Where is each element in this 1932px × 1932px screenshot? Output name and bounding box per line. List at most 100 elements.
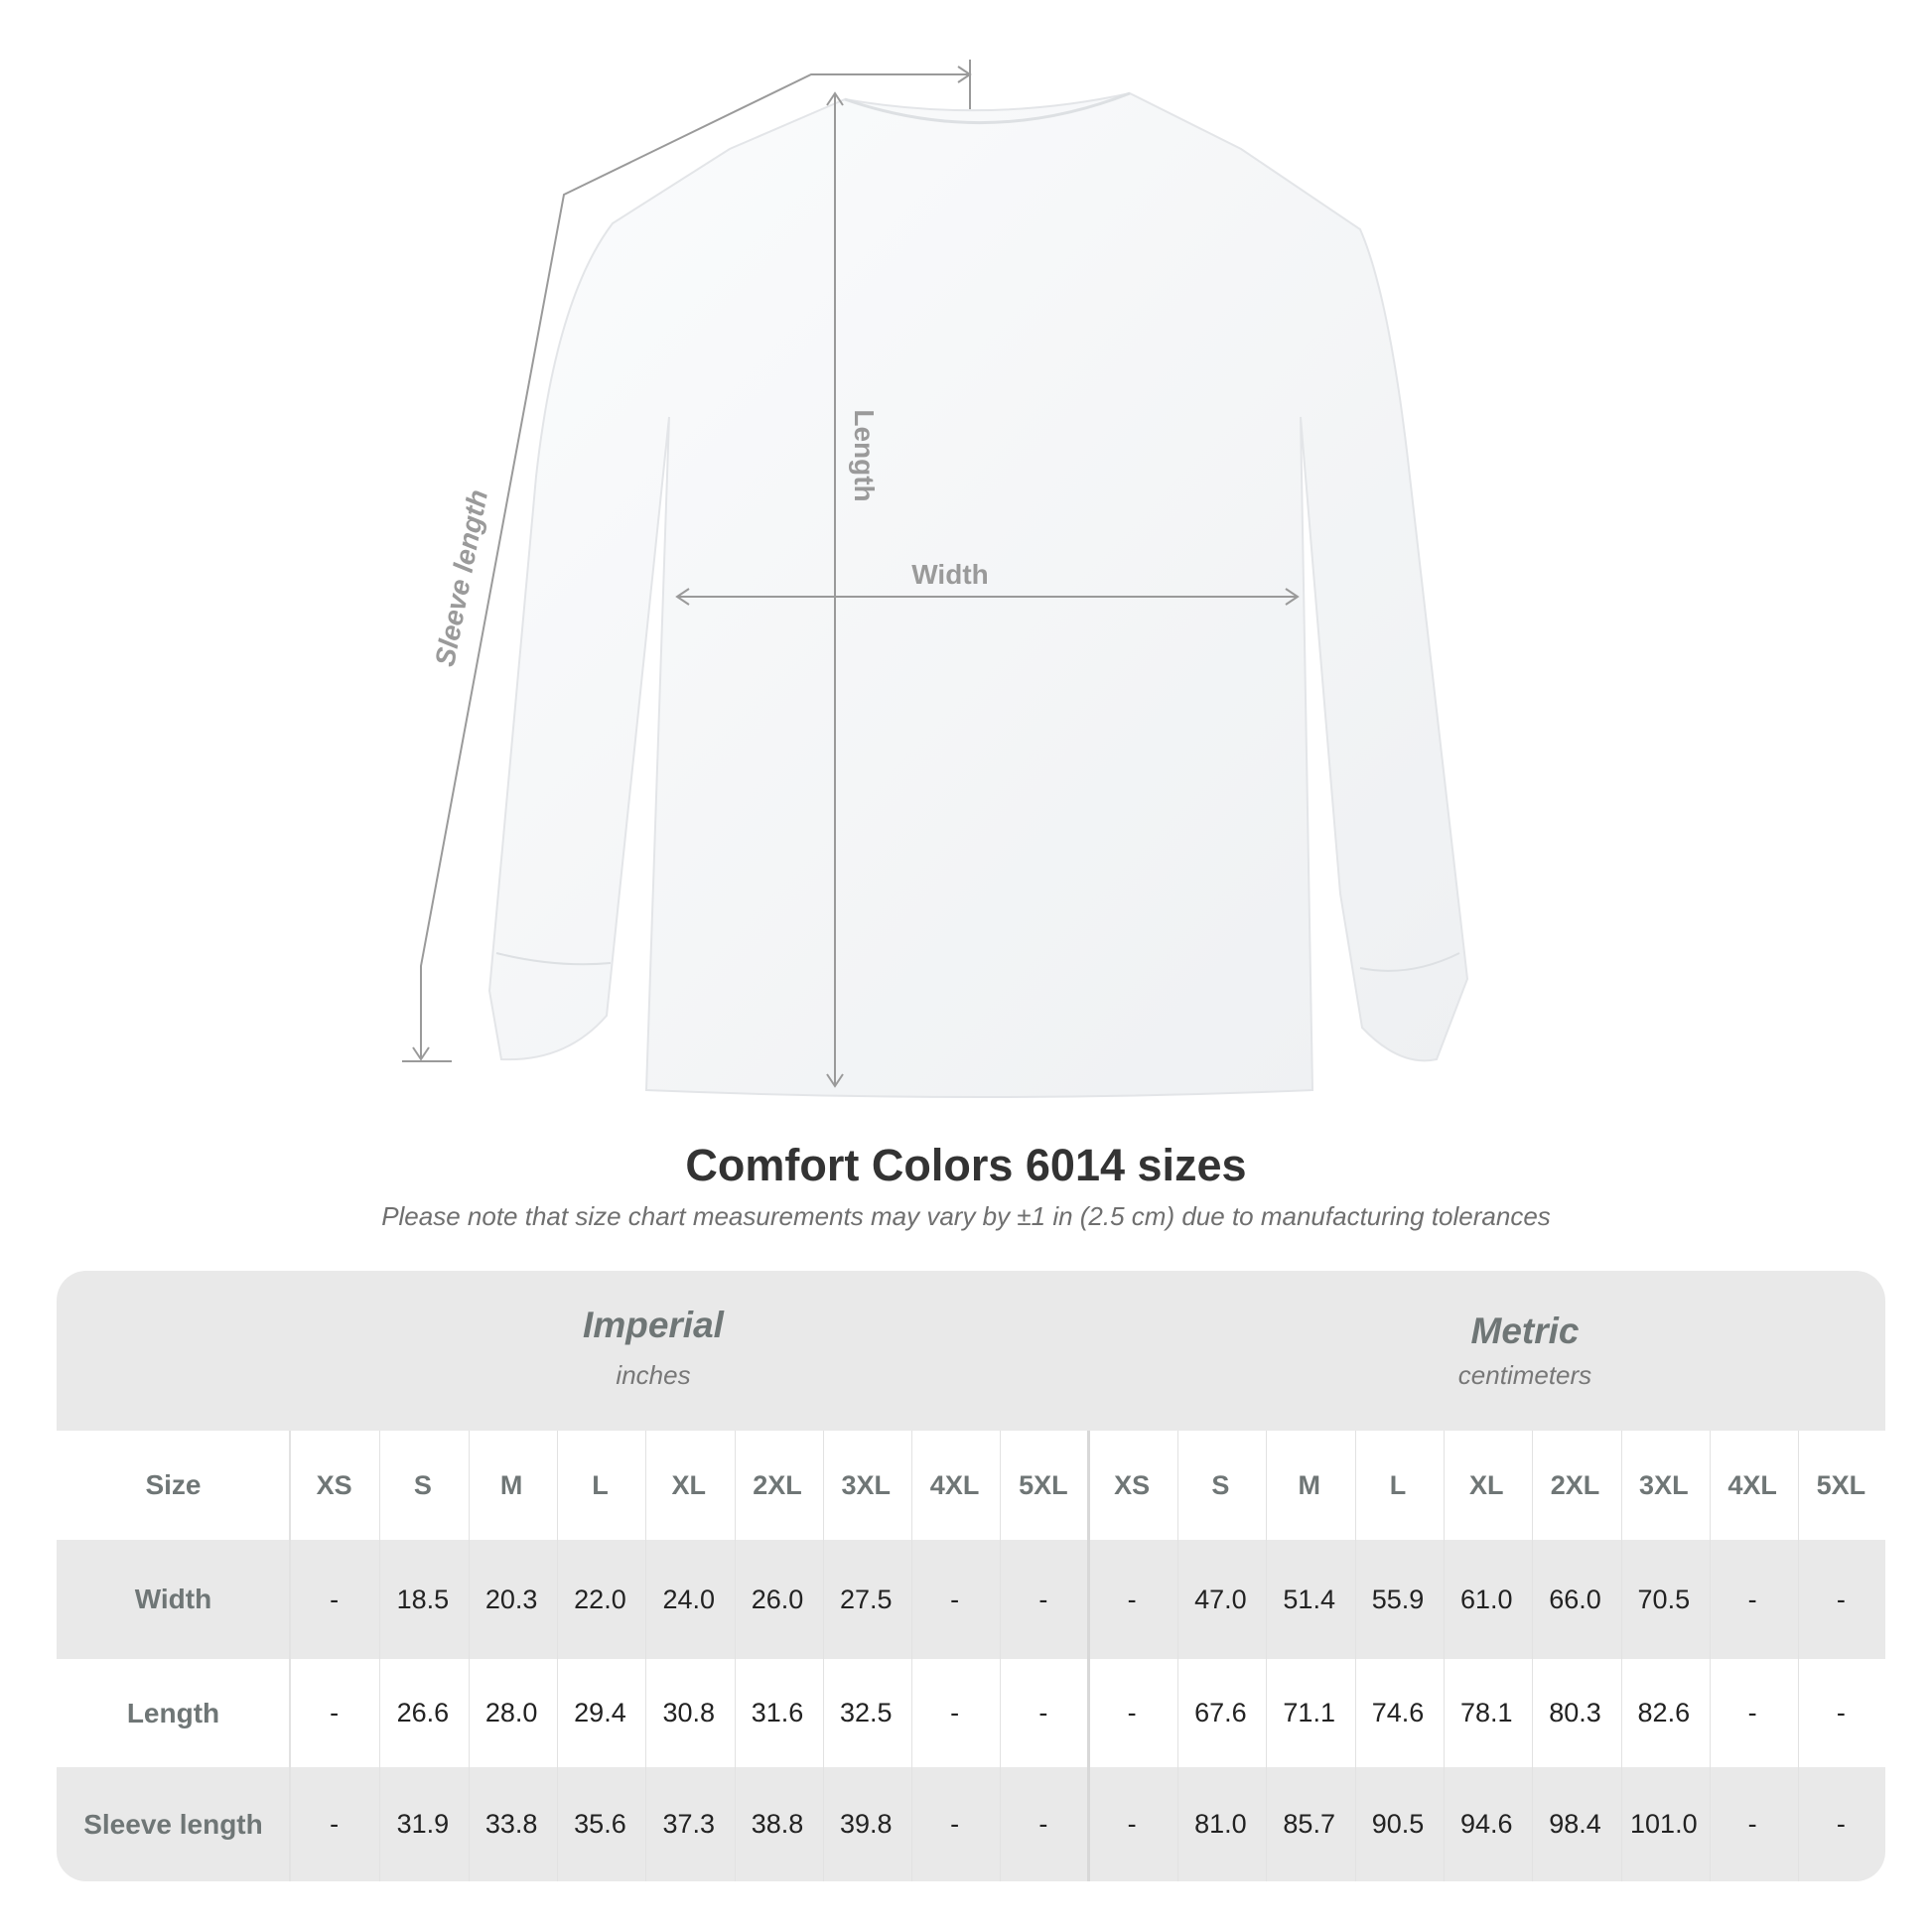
table-cell: 70.5 xyxy=(1637,1584,1691,1614)
table-cell: - xyxy=(950,1698,960,1727)
table-cell: - xyxy=(950,1584,960,1614)
size-header: XL xyxy=(671,1469,706,1500)
column-divider xyxy=(1620,1431,1622,1881)
table-cell: - xyxy=(1127,1809,1137,1839)
unit-header xyxy=(57,1271,1885,1431)
table-cell: 82.6 xyxy=(1637,1698,1691,1727)
table-cell: - xyxy=(1836,1698,1846,1727)
table-cell: 101.0 xyxy=(1630,1809,1698,1839)
column-divider xyxy=(1177,1431,1178,1881)
table-cell: - xyxy=(1038,1698,1048,1727)
size-header: 4XL xyxy=(1727,1469,1777,1500)
metric-label: Metric xyxy=(1470,1311,1580,1351)
column-divider xyxy=(1000,1431,1002,1881)
table-cell: 66.0 xyxy=(1549,1584,1601,1614)
cuffs xyxy=(495,952,1460,972)
system-divider xyxy=(1087,1431,1090,1881)
sleeve-length-line xyxy=(420,73,970,1059)
table-cell: - xyxy=(1836,1584,1846,1614)
divider xyxy=(289,1431,291,1881)
size-header: S xyxy=(413,1469,432,1500)
table-cell: - xyxy=(330,1809,340,1839)
table-cell: 80.3 xyxy=(1549,1698,1601,1727)
table-cell: 38.8 xyxy=(751,1809,804,1839)
row-bg-sleeve xyxy=(57,1767,1885,1881)
imperial-label: Imperial xyxy=(583,1305,724,1345)
table-cell: - xyxy=(1836,1809,1846,1839)
size-header: 5XL xyxy=(1816,1469,1866,1500)
table-cell: 27.5 xyxy=(840,1584,893,1614)
table-row: Width - 18.5 20.3 22.0 24.0 26.0 27.5 - - - 47.0 51.… xyxy=(57,1540,1885,1659)
table-cell: 85.7 xyxy=(1283,1809,1335,1839)
table-cell: - xyxy=(330,1698,340,1727)
column-divider xyxy=(1798,1431,1800,1881)
table-row: Sleeve length - 31.9 33.8 35.6 37.3 38.8 39.8 - -… xyxy=(57,1767,1885,1881)
table-cell: 20.3 xyxy=(484,1584,538,1614)
size-header-row: Size XS S M L XL 2XL 3XL 4XL 5XL XS S M L XL 2XL 3XL 4XL 5… xyxy=(57,1431,1885,1540)
table-cell: 90.5 xyxy=(1371,1809,1425,1839)
column-divider xyxy=(379,1431,381,1881)
table-cell: 98.4 xyxy=(1549,1809,1601,1839)
column-divider xyxy=(822,1431,824,1881)
column-divider xyxy=(645,1431,647,1881)
size-label: Size xyxy=(145,1469,202,1500)
table-cell: 81.0 xyxy=(1194,1809,1247,1839)
table-cell: 67.6 xyxy=(1194,1698,1247,1727)
table-cell: 31.6 xyxy=(751,1698,804,1727)
imperial-unit: inches xyxy=(616,1360,691,1390)
size-header: L xyxy=(1389,1469,1407,1500)
shirt-diagram: Length Width Sleeve length xyxy=(402,60,1469,1098)
sleeve-length-label: Sleeve length xyxy=(429,487,493,669)
size-header: 3XL xyxy=(841,1469,892,1500)
size-header: M xyxy=(499,1469,523,1500)
table-cell: - xyxy=(1127,1698,1137,1727)
size-header: M xyxy=(1298,1469,1320,1500)
size-header: XS xyxy=(1114,1469,1151,1500)
length-label: Length xyxy=(849,409,880,501)
row-label: Length xyxy=(126,1697,220,1728)
width-label: Width xyxy=(911,559,989,590)
size-header: XL xyxy=(1468,1469,1504,1500)
column-divider xyxy=(1709,1431,1711,1881)
table-cell: 61.0 xyxy=(1459,1584,1513,1614)
table-cell: - xyxy=(1747,1809,1757,1839)
table-cell: 28.0 xyxy=(484,1698,538,1727)
size-header: 2XL xyxy=(1550,1469,1600,1500)
column-divider xyxy=(556,1431,558,1881)
page-title: Comfort Colors 6014 sizes xyxy=(685,1140,1247,1190)
table-cell: - xyxy=(1747,1698,1757,1727)
table-cell: 31.9 xyxy=(396,1809,450,1839)
measurement-lines xyxy=(402,60,1300,1088)
table-cell: 37.3 xyxy=(662,1809,715,1839)
table-cell: 78.1 xyxy=(1459,1698,1513,1727)
table-row: Length - 26.6 28.0 29.4 30.8 31.6 32.5 - - - 67.6 71… xyxy=(57,1659,1885,1767)
table-cell: 35.6 xyxy=(574,1809,626,1839)
table-cell: - xyxy=(330,1584,340,1614)
size-header: 3XL xyxy=(1639,1469,1689,1500)
table-cell: - xyxy=(1038,1809,1048,1839)
table-cell: 18.5 xyxy=(396,1584,450,1614)
row-label: Width xyxy=(134,1584,212,1614)
imperial-header: Imperial inches xyxy=(405,1305,901,1391)
table-cell: 74.6 xyxy=(1371,1698,1425,1727)
column-divider xyxy=(468,1431,470,1881)
table-cell: 51.4 xyxy=(1283,1584,1335,1614)
size-header: 2XL xyxy=(753,1469,802,1500)
table-cell: 32.5 xyxy=(840,1698,893,1727)
table-cell: - xyxy=(950,1809,960,1839)
collar xyxy=(844,91,1131,125)
table-cell: 26.6 xyxy=(396,1698,450,1727)
table-cell: 94.6 xyxy=(1459,1809,1513,1839)
table-cell: 26.0 xyxy=(751,1584,804,1614)
size-header: L xyxy=(592,1469,609,1500)
metric-unit: centimeters xyxy=(1457,1360,1592,1390)
column-divider xyxy=(911,1431,913,1881)
table-cell: - xyxy=(1747,1584,1757,1614)
table-cell: - xyxy=(1127,1584,1137,1614)
long-sleeve-shirt xyxy=(487,91,1469,1098)
table-cell: 55.9 xyxy=(1371,1584,1425,1614)
table-cell: 22.0 xyxy=(574,1584,626,1614)
size-header: S xyxy=(1211,1469,1230,1500)
column-divider xyxy=(1443,1431,1445,1881)
metric-header: Metric centimeters xyxy=(1277,1311,1773,1391)
